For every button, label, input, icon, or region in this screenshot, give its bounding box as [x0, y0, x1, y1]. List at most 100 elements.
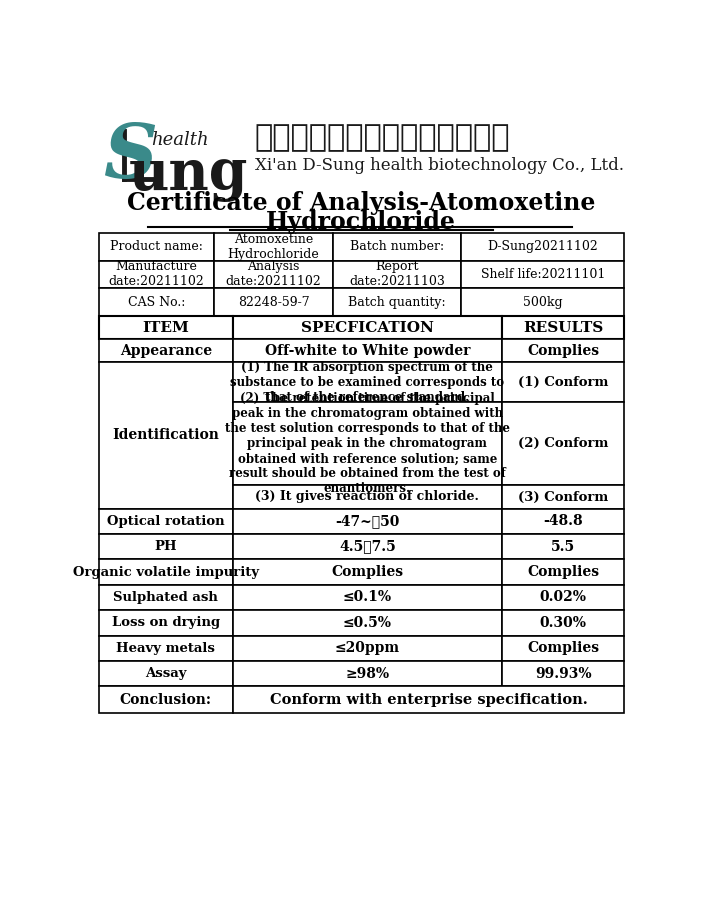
Bar — [333, 288, 461, 316]
Text: Complies: Complies — [527, 565, 599, 579]
Bar — [461, 232, 624, 260]
Bar — [99, 585, 233, 610]
Bar — [502, 316, 624, 339]
Text: Hydrochloride: Hydrochloride — [266, 210, 455, 233]
Bar — [99, 508, 233, 534]
Text: Appearance: Appearance — [120, 343, 212, 358]
Bar — [502, 560, 624, 585]
Bar — [99, 610, 233, 635]
Bar — [502, 661, 624, 687]
Text: Complies: Complies — [527, 343, 599, 358]
Bar — [233, 560, 502, 585]
Bar — [502, 585, 624, 610]
Text: Heavy metals: Heavy metals — [116, 642, 215, 655]
Text: Analysis
date:20211102: Analysis date:20211102 — [226, 260, 322, 288]
Text: Off-white to White powder: Off-white to White powder — [265, 343, 470, 358]
Bar — [99, 260, 215, 288]
Bar — [233, 534, 502, 560]
Text: Atomoxetine
Hydrochloride: Atomoxetine Hydrochloride — [227, 232, 320, 260]
Text: Complies: Complies — [332, 565, 403, 579]
Text: 500kg: 500kg — [523, 296, 562, 309]
Text: 西安迪升健康生物科技有限公司: 西安迪升健康生物科技有限公司 — [255, 123, 510, 152]
Text: Product name:: Product name: — [111, 241, 203, 253]
Text: 0.02%: 0.02% — [539, 590, 586, 605]
Text: ≤20ppm: ≤20ppm — [335, 642, 400, 655]
Bar — [502, 362, 624, 402]
Bar — [233, 661, 502, 687]
Bar — [99, 232, 215, 260]
Bar — [333, 260, 461, 288]
Bar — [502, 534, 624, 560]
Text: Manufacture
date:20211102: Manufacture date:20211102 — [109, 260, 205, 288]
Text: -47~～50: -47~～50 — [335, 514, 400, 528]
Bar — [233, 508, 502, 534]
Bar — [99, 560, 233, 585]
Text: -48.8: -48.8 — [543, 514, 583, 528]
Text: D-Sung20211102: D-Sung20211102 — [487, 241, 598, 253]
Text: ITEM: ITEM — [142, 321, 189, 334]
Text: Report
date:20211103: Report date:20211103 — [349, 260, 445, 288]
Bar — [461, 260, 624, 288]
Bar — [233, 635, 502, 661]
Bar — [215, 260, 333, 288]
Bar — [99, 661, 233, 687]
Bar — [333, 232, 461, 260]
Text: Organic volatile impurity: Organic volatile impurity — [73, 566, 259, 578]
Bar — [502, 635, 624, 661]
Bar — [99, 362, 233, 508]
Bar — [233, 316, 502, 339]
Bar — [233, 585, 502, 610]
Bar — [502, 610, 624, 635]
Text: (1) The IR absorption spectrum of the
substance to be examined corresponds to
th: (1) The IR absorption spectrum of the su… — [230, 360, 505, 404]
Text: Batch number:: Batch number: — [350, 241, 444, 253]
Bar — [233, 687, 624, 714]
Text: health: health — [151, 132, 208, 150]
Bar — [99, 534, 233, 560]
Text: 5.5: 5.5 — [551, 540, 575, 553]
Bar — [233, 486, 502, 508]
Text: RESULTS: RESULTS — [523, 321, 603, 334]
Bar — [99, 687, 233, 714]
Bar — [502, 486, 624, 508]
Bar — [233, 362, 502, 402]
Bar — [233, 610, 502, 635]
Text: 4.5～7.5: 4.5～7.5 — [339, 540, 396, 553]
Bar — [461, 288, 624, 316]
Text: Shelf life:20211101: Shelf life:20211101 — [481, 268, 605, 281]
Text: S: S — [103, 122, 158, 194]
Text: Identification: Identification — [113, 428, 219, 442]
Bar — [99, 316, 233, 339]
Text: ≥98%: ≥98% — [345, 667, 389, 680]
Text: CAS No.:: CAS No.: — [128, 296, 185, 309]
Bar — [233, 402, 502, 486]
Text: (3) It gives reaction of chloride.: (3) It gives reaction of chloride. — [256, 490, 479, 504]
Text: Loss on drying: Loss on drying — [112, 616, 220, 630]
Text: Certificate of Analysis-Atomoxetine: Certificate of Analysis-Atomoxetine — [127, 191, 595, 215]
Text: SPECFICATION: SPECFICATION — [301, 321, 434, 334]
Bar — [215, 232, 333, 260]
Text: 82248-59-7: 82248-59-7 — [238, 296, 309, 309]
Text: 99.93%: 99.93% — [535, 667, 591, 680]
Text: (2) The retention time of the principal
peak in the chromatogram obtained with
t: (2) The retention time of the principal … — [225, 392, 510, 496]
Bar — [502, 402, 624, 486]
Bar — [99, 288, 215, 316]
Text: Xi'an D-Sung health biotechnology Co., Ltd.: Xi'an D-Sung health biotechnology Co., L… — [255, 158, 624, 175]
Bar — [233, 339, 502, 362]
Text: ung: ung — [129, 147, 249, 202]
Text: Sulphated ash: Sulphated ash — [113, 591, 218, 604]
Text: Conclusion:: Conclusion: — [120, 693, 212, 707]
Text: PH: PH — [155, 540, 177, 553]
Text: (1) Conform: (1) Conform — [518, 376, 608, 388]
Text: (3) Conform: (3) Conform — [518, 490, 608, 504]
Bar — [215, 288, 333, 316]
Bar — [99, 635, 233, 661]
Bar — [502, 508, 624, 534]
Text: Assay: Assay — [145, 667, 187, 680]
Text: (2) Conform: (2) Conform — [518, 437, 608, 450]
Text: Complies: Complies — [527, 642, 599, 655]
Text: ≤0.1%: ≤0.1% — [343, 590, 392, 605]
Bar — [99, 339, 233, 362]
Text: Optical rotation: Optical rotation — [107, 514, 225, 528]
Text: Batch quantity:: Batch quantity: — [348, 296, 446, 309]
Bar — [502, 339, 624, 362]
